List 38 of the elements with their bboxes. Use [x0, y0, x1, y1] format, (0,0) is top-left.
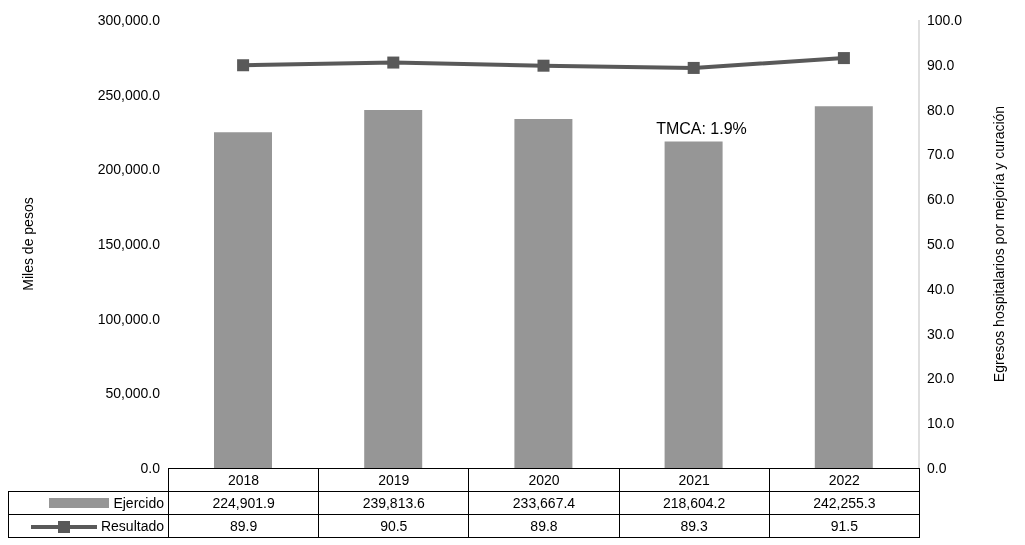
y-tick-label: 200,000.0 — [97, 161, 161, 178]
x-tick-label: 2022 — [769, 468, 920, 492]
y-tick-label: 150,000.0 — [97, 235, 161, 252]
data-label: 233,667.4 — [468, 491, 620, 515]
y-tick-label: 0.0 — [140, 459, 161, 476]
y2-tick-label: 100.0 — [927, 11, 963, 28]
data-label: 89.9 — [168, 514, 319, 538]
annotation: TMCA: 1.9% — [656, 120, 747, 138]
data-label: 91.5 — [769, 514, 920, 538]
legend-label: Ejercido — [8, 491, 169, 515]
x-tick-label: 2021 — [619, 468, 770, 492]
y-axis-title: Miles de pesos — [19, 197, 36, 291]
y2-tick-label: 40.0 — [927, 280, 955, 297]
data-label: 90.5 — [318, 514, 469, 538]
y2-tick-label: 60.0 — [927, 191, 955, 208]
data-label: 224,901.9 — [168, 491, 319, 515]
data-label: 242,255.3 — [769, 491, 920, 515]
y2-tick-label: 30.0 — [927, 325, 955, 342]
y-tick-label: 300,000.0 — [97, 11, 161, 28]
y2-tick-label: 80.0 — [927, 101, 955, 118]
y2-tick-label: 0.0 — [927, 459, 947, 476]
y2-tick-label: 90.0 — [927, 56, 955, 73]
y-tick-label: 250,000.0 — [97, 86, 161, 103]
y2-tick-label: 50.0 — [927, 235, 955, 252]
x-tick-label: 2020 — [468, 468, 620, 492]
data-label: 218,604.2 — [619, 491, 770, 515]
x-tick-label: 2018 — [168, 468, 319, 492]
y-tick-label: 50,000.0 — [105, 385, 161, 402]
data-label: 239,813.6 — [318, 491, 469, 515]
y2-tick-label: 20.0 — [927, 370, 955, 387]
x-tick-label: 2019 — [318, 468, 469, 492]
y2-tick-label: 70.0 — [927, 146, 955, 163]
data-label: 89.3 — [619, 514, 770, 538]
y2-tick-label: 10.0 — [927, 415, 955, 432]
data-label: 89.8 — [468, 514, 620, 538]
legend-label: Resultado — [8, 514, 169, 538]
y-tick-label: 100,000.0 — [97, 310, 161, 327]
y2-axis-title: Egresos hospitalarios por mejoría y curación — [990, 105, 1007, 383]
